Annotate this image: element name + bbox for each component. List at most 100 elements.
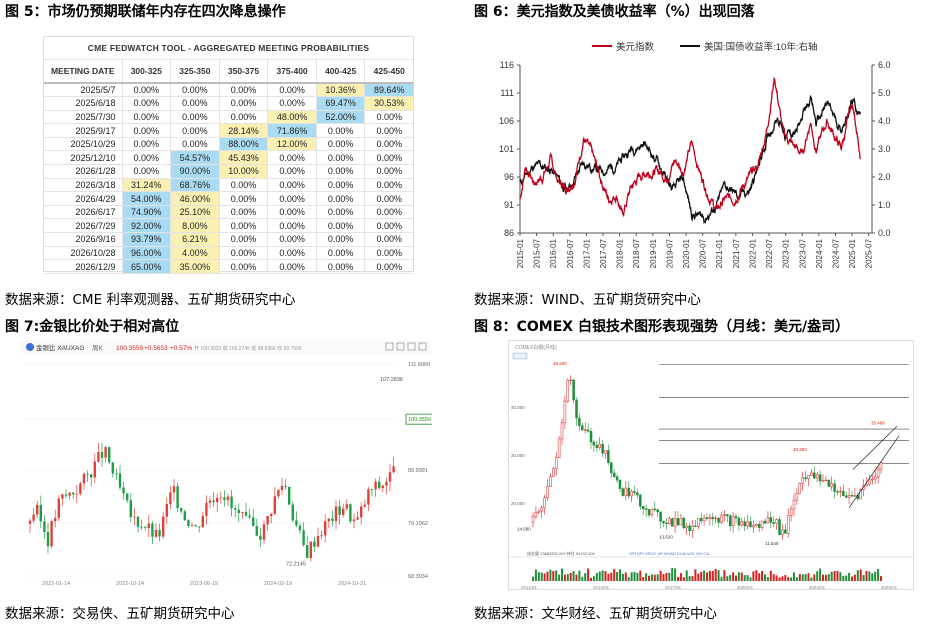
volume-bar: [595, 573, 598, 581]
candle-body: [679, 518, 683, 526]
probability-cell: 0.00%: [218, 246, 268, 261]
probability-cell: 0.00%: [364, 150, 413, 166]
probability-cell: 0.00%: [218, 259, 268, 274]
probability-cell: 0.00%: [121, 110, 171, 125]
x-tick-label: 2019-07: [665, 238, 674, 268]
probability-cell: 52.00%: [315, 110, 365, 125]
candle-body: [345, 504, 348, 509]
candle-body: [61, 494, 64, 499]
annotation-high: 107.2836: [380, 377, 403, 383]
candle-body: [662, 520, 665, 524]
meeting-date-cell: 2026/4/29: [44, 191, 122, 206]
table-row: 2026/3/18 31.24% 68.76% 0.00% 0.00% 0.00% 0.00…: [44, 178, 413, 193]
candle-body: [766, 517, 770, 524]
probability-cell: 30.53%: [364, 96, 413, 111]
probability-cell: 0.00%: [218, 96, 268, 111]
meeting-date-cell: 2026/12/9: [44, 259, 122, 274]
candle-body: [183, 511, 186, 521]
candle-body: [381, 485, 384, 489]
candle-body: [54, 517, 57, 522]
candle-body: [691, 525, 694, 531]
candle-body: [636, 492, 639, 496]
fullscreen-icon: [396, 342, 405, 351]
candle-body: [537, 510, 541, 513]
candle-body: [578, 417, 581, 426]
candle-body: [392, 466, 395, 473]
candle-body: [604, 450, 607, 454]
candle-body: [374, 481, 377, 490]
close-icon: [418, 342, 427, 351]
candle-body: [97, 452, 100, 462]
candle-body: [363, 504, 366, 507]
volume-bar: [845, 575, 848, 581]
ohlc-readout: 开 100.3032 高 100.2745 低 98.6366 收 99.790…: [194, 345, 302, 352]
volume-bar: [532, 576, 534, 581]
probability-cell: 0.00%: [267, 205, 317, 220]
candle-body: [180, 508, 183, 512]
volume-bar: [645, 573, 648, 581]
volume-bar: [798, 574, 801, 581]
probability-cell: 0.00%: [170, 110, 220, 125]
fig8-title: 图 8：COMEX 白银技术图形表现强势（月线：美元/盎司）: [474, 319, 850, 335]
price-annotation: 11.640: [765, 541, 779, 546]
candle-body: [531, 516, 535, 523]
candle-body: [876, 468, 880, 478]
candle-body: [784, 529, 787, 534]
candle-body: [208, 500, 212, 503]
candle-body: [798, 483, 802, 494]
candle-body: [708, 516, 712, 519]
y-tick-label: 89.9991: [408, 468, 428, 474]
candle-body: [298, 525, 302, 531]
volume-bar: [648, 575, 650, 581]
candle-body: [847, 495, 851, 498]
candle-body: [262, 524, 266, 540]
candle-body: [169, 492, 172, 505]
probability-cell: 96.00%: [121, 246, 171, 261]
volume-bar: [566, 573, 569, 581]
candle-body: [385, 481, 388, 486]
candle-body: [789, 508, 793, 516]
probability-cell: 0.00%: [267, 191, 317, 206]
volume-bar: [787, 577, 790, 581]
right-tick-label: 2.0: [878, 172, 891, 182]
candle-body: [115, 473, 118, 475]
volume-bar: [827, 574, 830, 581]
candle-body: [873, 476, 877, 480]
candle-body: [86, 473, 89, 475]
x-tick-label: 2014/01: [593, 585, 610, 590]
table-row: 2026/1/28 0.00% 90.00% 10.00% 0.00% 0.00% 0.00…: [44, 164, 413, 179]
candle-body: [360, 506, 363, 518]
symbol-label: 金银比 XAUXAG: [36, 343, 84, 352]
candle-body: [879, 462, 883, 470]
candle-body: [546, 486, 549, 499]
candle-body: [356, 517, 359, 520]
candle-body: [291, 504, 294, 521]
x-tick-label: 2023-01: [782, 238, 791, 268]
candle-body: [610, 462, 613, 474]
probability-cell: 0.00%: [364, 110, 413, 125]
candle-body: [259, 535, 262, 540]
candle-body: [108, 447, 111, 463]
right-tick-label: 5.0: [878, 88, 891, 98]
volume-bar: [726, 576, 729, 581]
volume-bar: [862, 575, 865, 581]
candle-body: [673, 518, 677, 527]
probability-cell: 28.14%: [218, 123, 268, 138]
candle-body: [277, 489, 280, 497]
table-row: 2026/4/29 54.00% 46.00% 0.00% 0.00% 0.00% 0.00…: [44, 191, 413, 206]
legend-label-usd: 美元指数: [616, 41, 655, 53]
fig8-source: 数据来源：文华财经、五矿期货研究中心: [474, 606, 717, 622]
price-annotation: 14.680: [517, 526, 531, 531]
probability-cell: 25.10%: [170, 205, 220, 220]
candle-body: [656, 509, 659, 513]
candle-body: [824, 479, 828, 482]
volume-bar: [619, 569, 621, 581]
probability-cell: 89.64%: [364, 83, 413, 98]
volume-bar: [543, 573, 546, 581]
left-tick-label: 116: [500, 60, 514, 70]
header-rate-range: 425-450: [364, 58, 413, 84]
probability-cell: 46.00%: [170, 191, 220, 206]
candle-body: [595, 445, 599, 448]
candle-body: [223, 497, 226, 501]
probability-cell: 0.00%: [218, 205, 268, 220]
